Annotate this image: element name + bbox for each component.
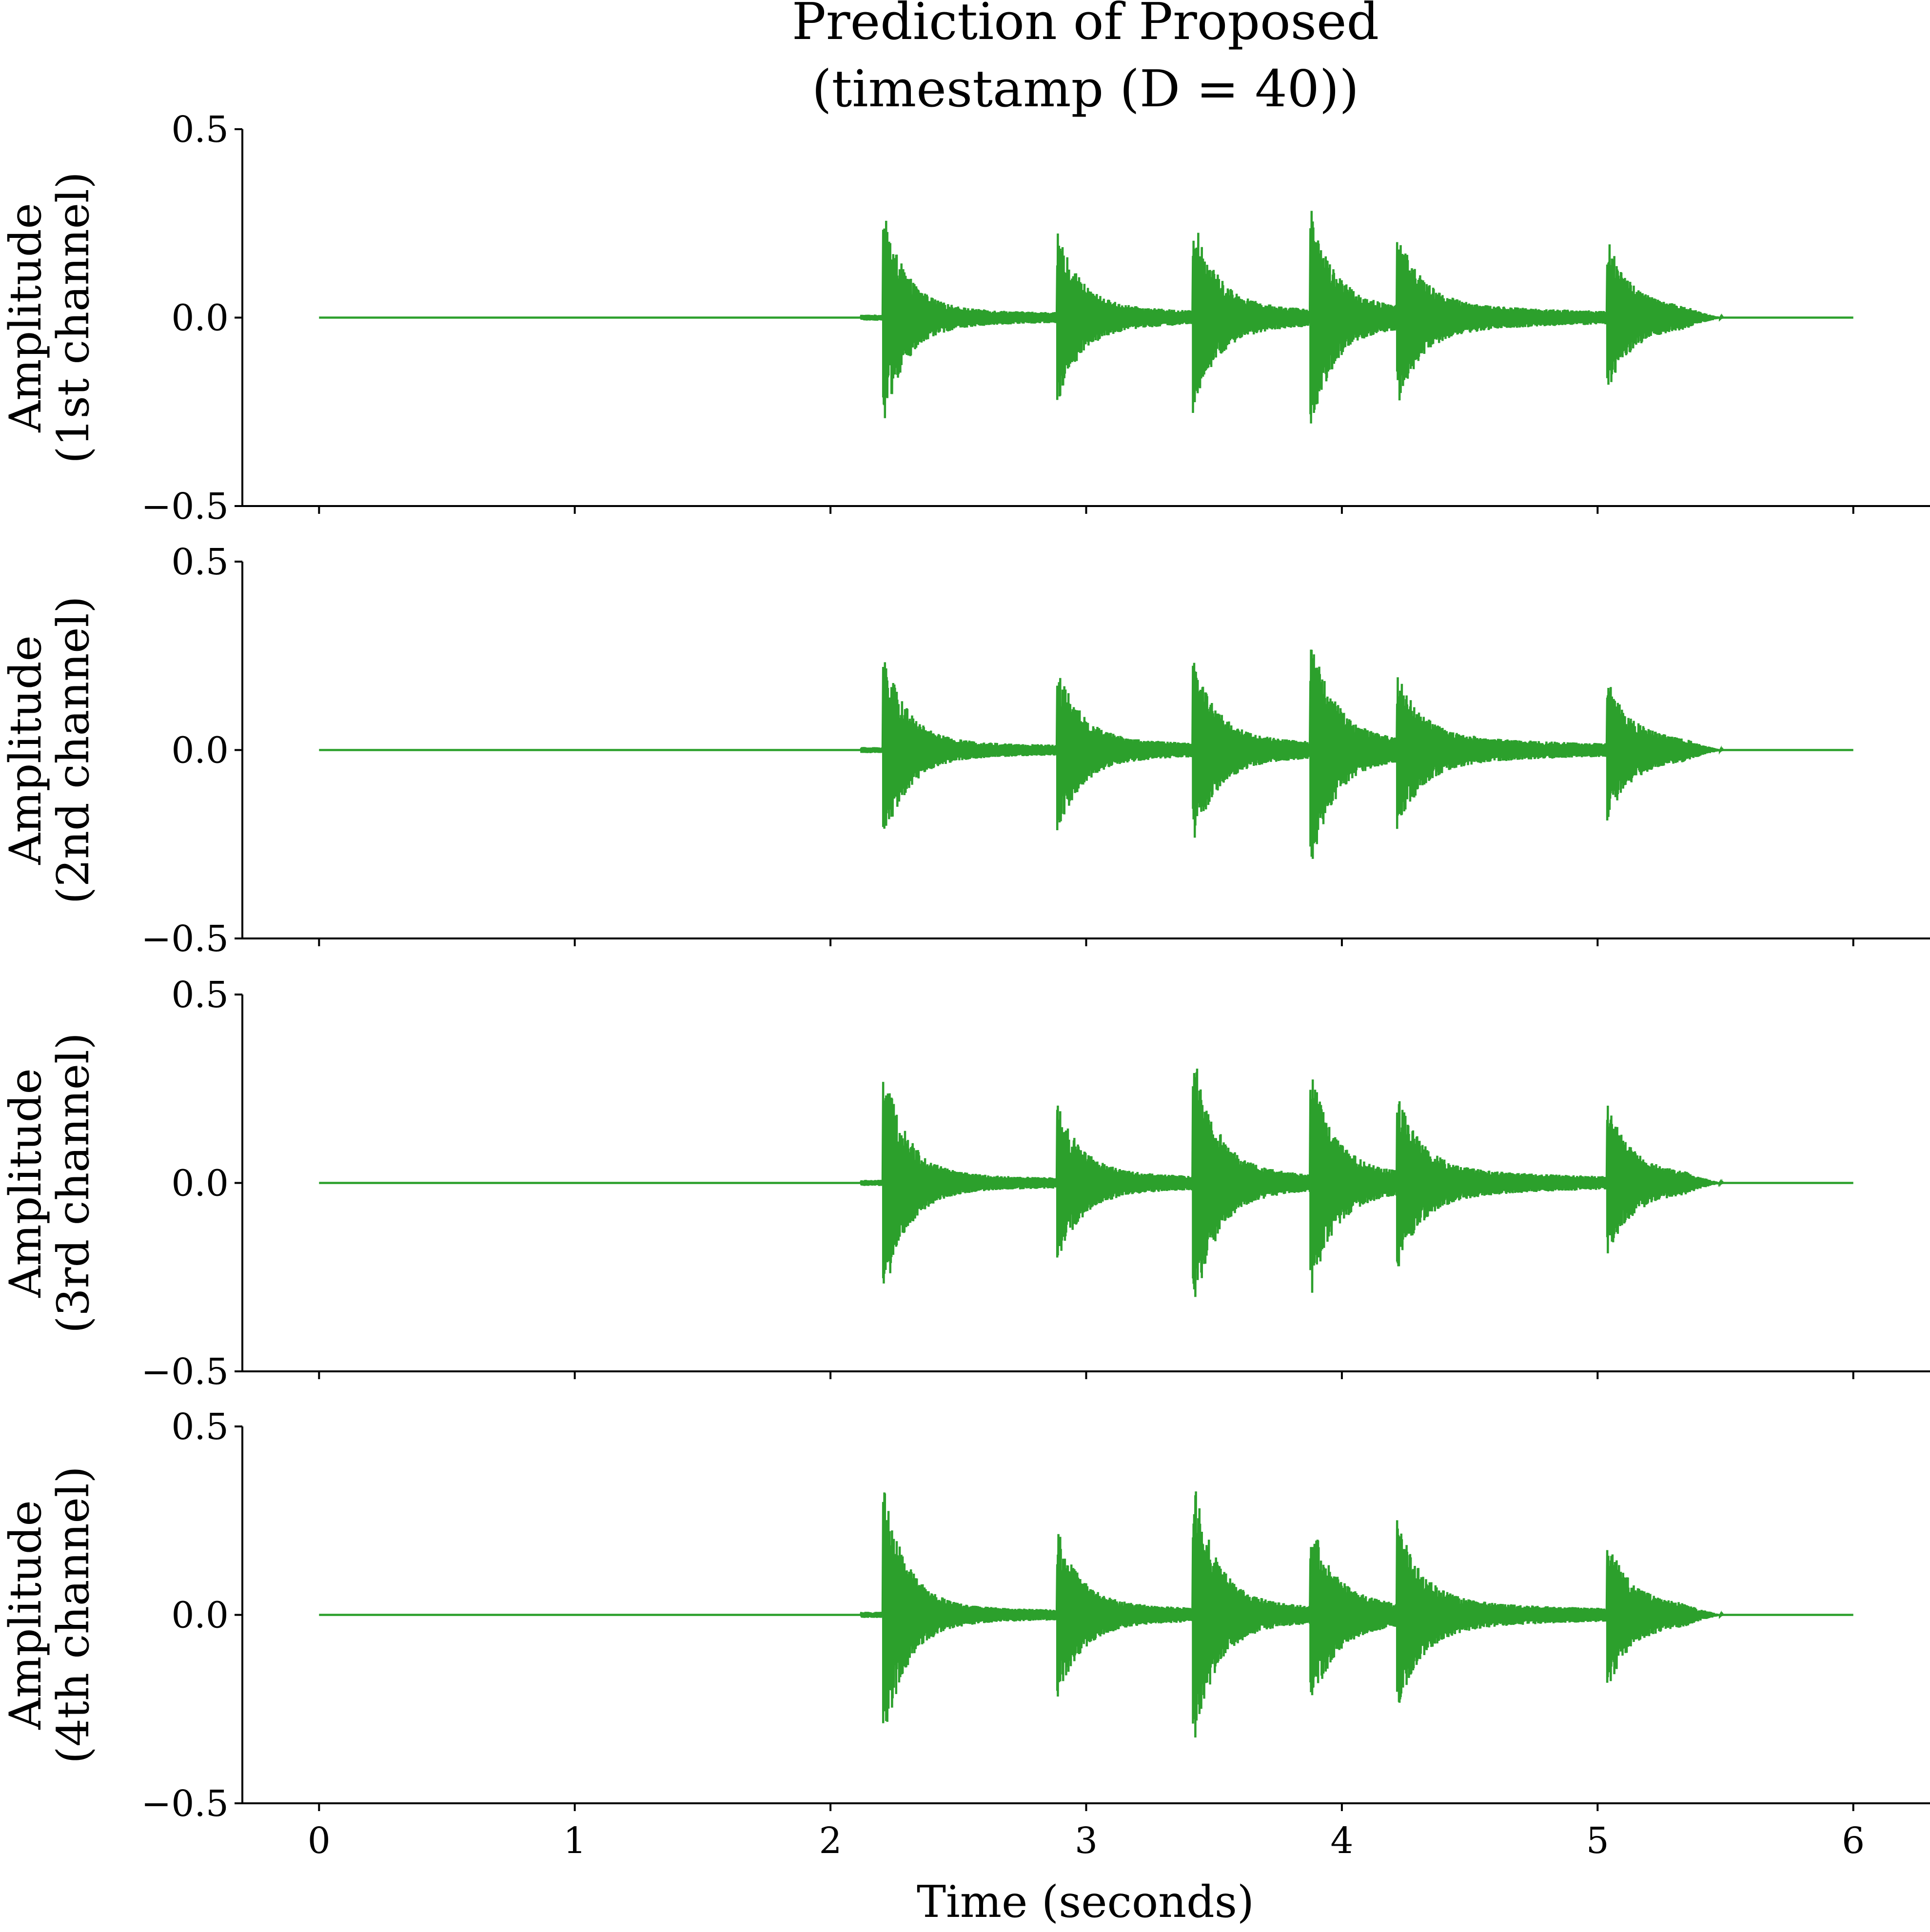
waveform-channel-2	[319, 649, 1853, 859]
y-axis-label-line-1: Amplitude	[0, 1068, 51, 1298]
panel-1: 0.5 0.0 −0.5 Amplitude(1st channel)	[0, 109, 1930, 527]
y-axis-label-line-1: Amplitude	[0, 635, 51, 865]
chart-title-line-2: (timestamp (D = 40))	[812, 59, 1359, 118]
y-tick-label: 0.5	[171, 1406, 229, 1448]
x-tick-label: 1	[563, 1820, 586, 1862]
waveform-channel-1	[319, 211, 1853, 424]
y-axis-label-line-2: (2nd channel)	[48, 596, 99, 904]
y-tick-label: 0.5	[171, 974, 229, 1016]
y-tick-label: 0.5	[171, 541, 229, 583]
y-tick-label: −0.5	[141, 1783, 229, 1825]
y-axis-label-line-2: (4th channel)	[48, 1466, 99, 1763]
y-tick-label: 0.0	[171, 1595, 229, 1637]
x-axis-label: Time (seconds)	[917, 1876, 1254, 1928]
panel-3: 0.5 0.0 −0.5 Amplitude(3rd channel)	[0, 974, 1930, 1393]
y-tick-label: 0.0	[171, 1163, 229, 1205]
waveform-channel-3	[319, 1068, 1853, 1297]
y-axis-label-line-2: (3rd channel)	[48, 1033, 99, 1333]
x-tick-label: 3	[1075, 1820, 1098, 1862]
waveform-channel-4	[319, 1491, 1853, 1738]
x-tick-label: 0	[308, 1820, 331, 1862]
y-tick-label: −0.5	[141, 486, 229, 527]
y-tick-label: 0.0	[171, 297, 229, 339]
y-tick-label: −0.5	[141, 1351, 229, 1393]
y-tick-label: −0.5	[141, 918, 229, 960]
x-tick-label: 6	[1842, 1820, 1865, 1862]
chart-title-line-1: Prediction of Proposed	[792, 0, 1379, 51]
x-tick-label: 2	[819, 1820, 842, 1862]
panel-4: 0.5 0.0 −0.5 0 1 2 3 4 5 6 Amplitude(4th channel)	[0, 1406, 1930, 1862]
y-axis-label-line-1: Amplitude	[0, 203, 51, 433]
y-tick-label: 0.5	[171, 109, 229, 151]
x-tick-label: 5	[1586, 1820, 1609, 1862]
x-tick-label: 4	[1330, 1820, 1353, 1862]
y-tick-label: 0.0	[171, 730, 229, 772]
panel-2: 0.5 0.0 −0.5 Amplitude(2nd channel)	[0, 541, 1930, 960]
y-axis-label-line-1: Amplitude	[0, 1500, 51, 1730]
y-axis-label-line-2: (1st channel)	[48, 172, 99, 463]
